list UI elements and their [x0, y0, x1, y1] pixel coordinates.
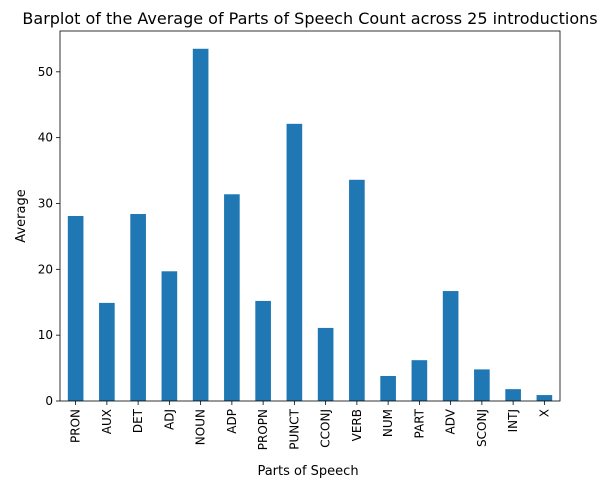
y-tick-label: 40	[38, 131, 53, 145]
x-tick-label: SCONJ	[475, 409, 489, 447]
bars-group	[67, 48, 553, 401]
bar-verb	[349, 179, 365, 401]
bar-part	[411, 360, 428, 401]
x-tick-label: X	[537, 409, 551, 417]
x-tick-label: ADJ	[162, 409, 176, 430]
x-axis-label: Parts of Speech	[257, 464, 358, 479]
bar-det	[130, 214, 146, 401]
x-tick-label: PROPN	[256, 409, 270, 450]
bar-noun	[192, 48, 209, 401]
chart-title: Barplot of the Average of Parts of Speec…	[22, 9, 597, 28]
bar-adj	[161, 271, 178, 401]
y-tick-label: 30	[38, 196, 53, 210]
x-tick-label: ADV	[444, 408, 458, 434]
x-tick-label: NUM	[381, 409, 395, 437]
y-tick-label: 10	[38, 328, 53, 342]
x-tick-label: ADP	[225, 409, 239, 434]
bar-aux	[99, 302, 115, 401]
x-tick-label: CCONJ	[319, 409, 333, 448]
x-tick-label: PRON	[69, 409, 83, 443]
bar-x	[536, 395, 553, 401]
y-tick-label: 20	[38, 262, 53, 276]
y-tick-label: 50	[38, 65, 53, 79]
bar-sconj	[474, 369, 490, 401]
bar-punct	[286, 123, 303, 401]
bar-num	[380, 375, 396, 401]
x-tick-label: AUX	[100, 409, 114, 434]
bar-adp	[224, 194, 240, 401]
plot-frame	[59, 30, 561, 402]
bar-adv	[442, 291, 459, 401]
bar-cconj	[317, 327, 334, 401]
bar-propn	[255, 300, 271, 401]
y-axis-ticks: 0 10 20 30 40 50	[38, 65, 60, 408]
x-tick-label: INTJ	[506, 409, 520, 432]
x-tick-label: NOUN	[194, 409, 208, 445]
x-tick-label: DET	[131, 408, 145, 433]
x-tick-label: VERB	[350, 409, 364, 441]
bar-intj	[505, 389, 521, 401]
bar-pron	[67, 216, 84, 401]
y-tick-label: 0	[45, 394, 53, 408]
x-tick-label: PART	[412, 408, 426, 438]
y-axis-label: Average	[14, 189, 29, 242]
x-tick-label: PUNCT	[287, 408, 301, 449]
x-axis-ticks: PRON AUX DET ADJ NOUN ADP PROPN PUNCT CCONJ VERB N…	[69, 401, 551, 450]
